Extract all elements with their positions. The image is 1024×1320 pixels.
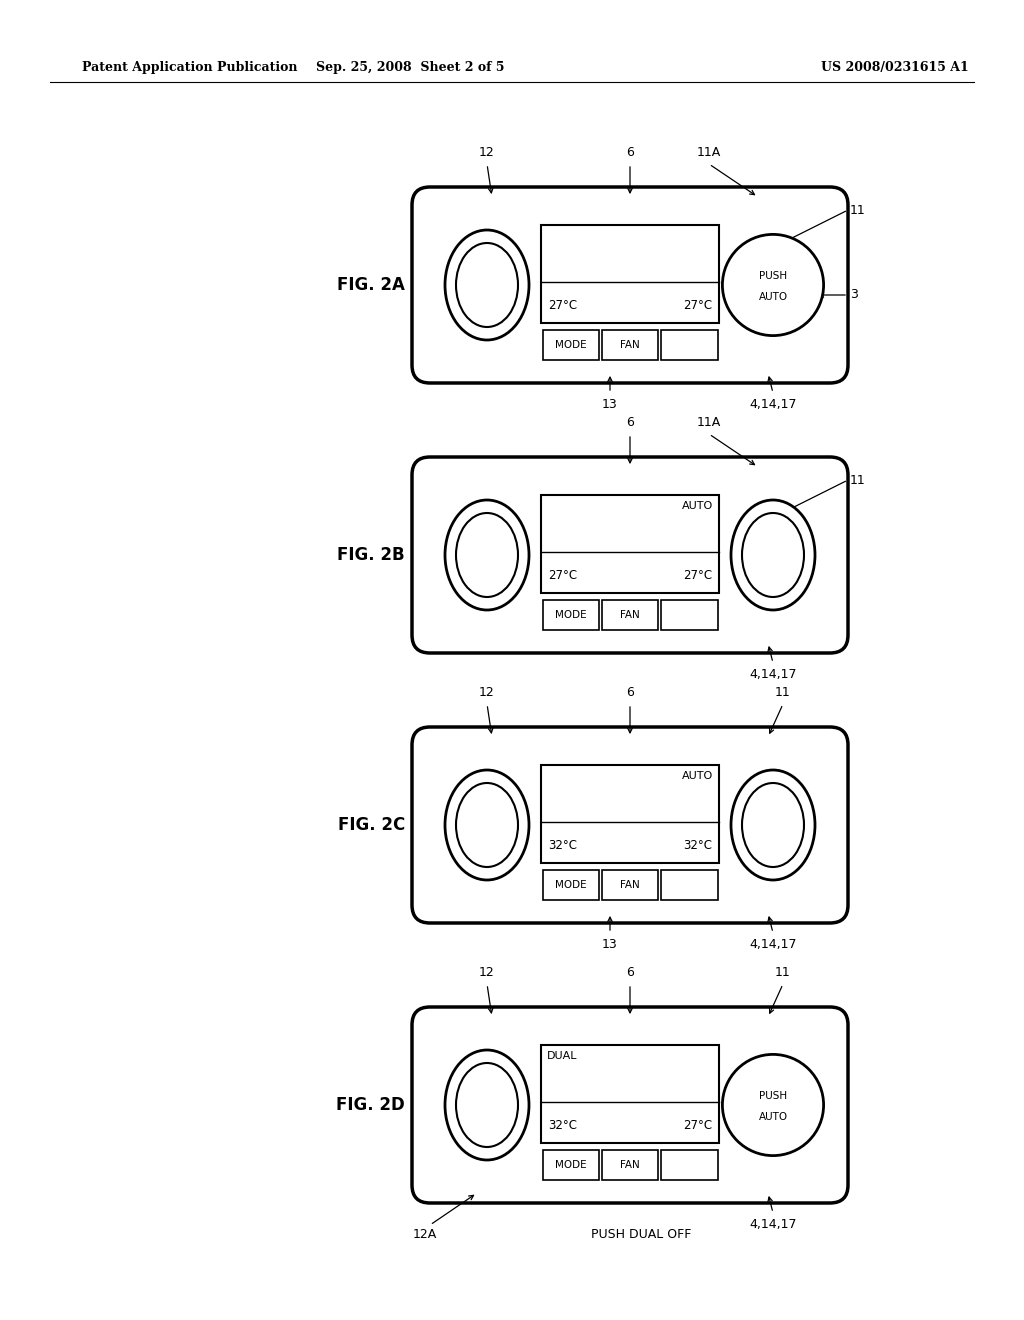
- Text: 12: 12: [479, 966, 495, 979]
- Text: 27°C: 27°C: [548, 298, 578, 312]
- Text: FAN: FAN: [621, 610, 640, 620]
- Text: 6: 6: [626, 416, 634, 429]
- Ellipse shape: [445, 500, 529, 610]
- FancyBboxPatch shape: [412, 1007, 848, 1203]
- Text: DUAL: DUAL: [547, 1051, 578, 1061]
- Text: 32°C: 32°C: [548, 840, 577, 851]
- Text: 12: 12: [479, 686, 495, 700]
- FancyBboxPatch shape: [541, 1045, 719, 1143]
- Text: FAN: FAN: [621, 1160, 640, 1170]
- FancyBboxPatch shape: [543, 330, 599, 360]
- Text: 4,14,17: 4,14,17: [750, 668, 797, 681]
- Text: 11: 11: [850, 203, 865, 216]
- FancyBboxPatch shape: [543, 1150, 599, 1180]
- Text: 13: 13: [602, 399, 617, 411]
- Text: 32°C: 32°C: [683, 840, 712, 851]
- FancyBboxPatch shape: [602, 870, 658, 900]
- Ellipse shape: [456, 1063, 518, 1147]
- Text: FAN: FAN: [621, 880, 640, 890]
- FancyBboxPatch shape: [662, 330, 718, 360]
- Circle shape: [722, 235, 823, 335]
- Text: AUTO: AUTO: [759, 1111, 787, 1122]
- Ellipse shape: [731, 500, 815, 610]
- Ellipse shape: [731, 770, 815, 880]
- Text: MODE: MODE: [555, 341, 587, 350]
- Text: 4,14,17: 4,14,17: [750, 1218, 797, 1232]
- Text: PUSH DUAL OFF: PUSH DUAL OFF: [591, 1228, 691, 1241]
- Ellipse shape: [742, 513, 804, 597]
- Text: 27°C: 27°C: [683, 298, 712, 312]
- Text: 13: 13: [602, 939, 617, 950]
- Text: 27°C: 27°C: [548, 569, 578, 582]
- FancyBboxPatch shape: [412, 187, 848, 383]
- FancyBboxPatch shape: [541, 766, 719, 863]
- Text: MODE: MODE: [555, 880, 587, 890]
- Text: FIG. 2B: FIG. 2B: [337, 546, 406, 564]
- FancyBboxPatch shape: [662, 870, 718, 900]
- Ellipse shape: [445, 1049, 529, 1160]
- FancyBboxPatch shape: [543, 870, 599, 900]
- Text: 12A: 12A: [413, 1228, 437, 1241]
- FancyBboxPatch shape: [602, 601, 658, 630]
- FancyBboxPatch shape: [543, 601, 599, 630]
- FancyBboxPatch shape: [602, 1150, 658, 1180]
- Text: 4,14,17: 4,14,17: [750, 399, 797, 411]
- Text: 4,14,17: 4,14,17: [750, 939, 797, 950]
- Text: AUTO: AUTO: [682, 502, 713, 511]
- FancyBboxPatch shape: [662, 601, 718, 630]
- Text: 3: 3: [850, 289, 858, 301]
- Text: FAN: FAN: [621, 341, 640, 350]
- Ellipse shape: [456, 783, 518, 867]
- FancyBboxPatch shape: [412, 457, 848, 653]
- Text: 12: 12: [479, 147, 495, 158]
- Text: MODE: MODE: [555, 1160, 587, 1170]
- Text: PUSH: PUSH: [759, 271, 787, 281]
- Circle shape: [722, 1055, 823, 1155]
- Text: 11: 11: [850, 474, 865, 487]
- Text: 27°C: 27°C: [683, 1119, 712, 1131]
- FancyBboxPatch shape: [541, 224, 719, 323]
- Text: Patent Application Publication: Patent Application Publication: [82, 62, 298, 74]
- Text: FIG. 2D: FIG. 2D: [336, 1096, 406, 1114]
- Text: 11A: 11A: [697, 147, 721, 158]
- Text: Sep. 25, 2008  Sheet 2 of 5: Sep. 25, 2008 Sheet 2 of 5: [315, 62, 504, 74]
- FancyBboxPatch shape: [662, 1150, 718, 1180]
- FancyBboxPatch shape: [602, 330, 658, 360]
- Text: MODE: MODE: [555, 610, 587, 620]
- Text: 11: 11: [775, 966, 791, 979]
- Text: US 2008/0231615 A1: US 2008/0231615 A1: [821, 62, 969, 74]
- Ellipse shape: [445, 230, 529, 341]
- Text: 11: 11: [775, 686, 791, 700]
- Text: 6: 6: [626, 966, 634, 979]
- Ellipse shape: [456, 243, 518, 327]
- Text: AUTO: AUTO: [682, 771, 713, 781]
- Text: 6: 6: [626, 147, 634, 158]
- Ellipse shape: [742, 783, 804, 867]
- Text: AUTO: AUTO: [759, 292, 787, 302]
- FancyBboxPatch shape: [541, 495, 719, 593]
- FancyBboxPatch shape: [412, 727, 848, 923]
- Text: PUSH: PUSH: [759, 1092, 787, 1101]
- Text: 32°C: 32°C: [548, 1119, 577, 1131]
- Ellipse shape: [445, 770, 529, 880]
- Text: 27°C: 27°C: [683, 569, 712, 582]
- Ellipse shape: [456, 513, 518, 597]
- Text: FIG. 2A: FIG. 2A: [337, 276, 406, 294]
- Text: FIG. 2C: FIG. 2C: [338, 816, 406, 834]
- Text: 6: 6: [626, 686, 634, 700]
- Text: 11A: 11A: [697, 416, 721, 429]
